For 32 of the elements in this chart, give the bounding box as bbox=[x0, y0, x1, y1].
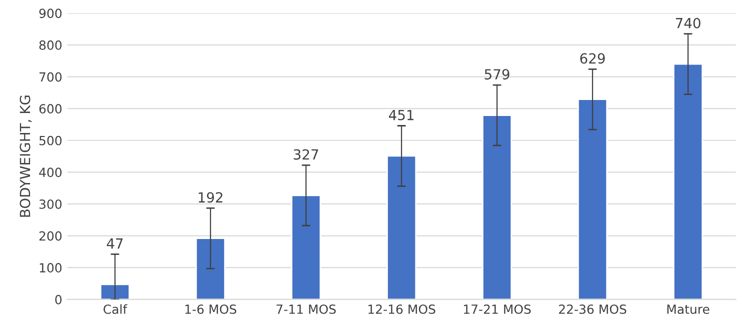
bar bbox=[195, 238, 226, 300]
bar bbox=[482, 114, 512, 300]
y-tick-label: 200 bbox=[39, 231, 62, 241]
x-tick-label: Mature bbox=[667, 304, 710, 314]
bar bbox=[100, 284, 130, 300]
data-label: 192 bbox=[198, 192, 222, 203]
y-tick-label: 600 bbox=[39, 104, 62, 114]
data-label: 47 bbox=[106, 238, 123, 249]
x-tick-label: 7-11 MOS bbox=[276, 304, 336, 314]
bar bbox=[386, 155, 417, 300]
y-tick-label: 300 bbox=[39, 199, 62, 209]
data-label: 451 bbox=[388, 110, 414, 120]
y-tick-label: 100 bbox=[40, 263, 62, 273]
x-tick-label: 22-36 MOS bbox=[559, 304, 626, 314]
y-tick-label: 500 bbox=[39, 136, 62, 146]
data-label: 740 bbox=[676, 18, 700, 28]
bar bbox=[578, 98, 608, 300]
y-axis-title: BODYWEIGHT, KG bbox=[20, 96, 32, 217]
y-tick-label: 900 bbox=[39, 8, 62, 18]
x-tick-label: 17-21 MOS bbox=[464, 304, 531, 314]
x-tick-label: 12-16 MOS bbox=[368, 304, 436, 314]
bar bbox=[290, 194, 322, 300]
data-label: 629 bbox=[580, 53, 605, 64]
bar bbox=[673, 63, 704, 300]
y-tick-label: 700 bbox=[40, 72, 62, 82]
data-label: 327 bbox=[294, 149, 318, 160]
x-tick-label: 1-6 MOS bbox=[185, 304, 236, 314]
data-label: 579 bbox=[484, 69, 510, 80]
y-tick-label: 800 bbox=[39, 40, 62, 50]
y-tick-label: 400 bbox=[39, 168, 62, 178]
x-tick-label: Calf bbox=[104, 304, 128, 314]
y-tick-label: 0 bbox=[55, 294, 62, 304]
